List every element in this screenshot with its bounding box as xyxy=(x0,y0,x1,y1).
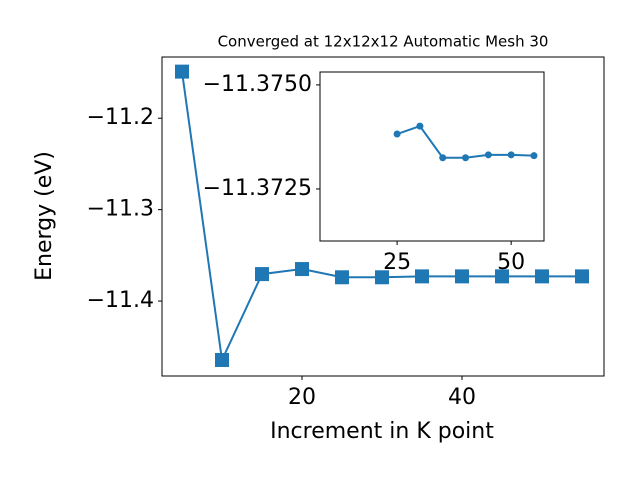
marker xyxy=(393,130,401,138)
marker xyxy=(575,269,589,284)
marker xyxy=(175,64,189,79)
marker xyxy=(215,353,229,368)
marker xyxy=(416,122,424,130)
marker xyxy=(375,270,389,285)
x-tick-label: 50 xyxy=(497,250,525,275)
plot-area xyxy=(319,71,545,242)
marker xyxy=(335,270,349,285)
plot-content xyxy=(393,122,538,162)
y-tick-label: −11.4 xyxy=(87,288,154,313)
marker xyxy=(255,267,269,282)
y-axis-label: Energy (eV) xyxy=(32,151,57,281)
marker xyxy=(439,154,447,162)
x-axis-label: Increment in K point xyxy=(270,419,494,444)
y-tick-label: −11.3 xyxy=(87,197,154,222)
marker xyxy=(530,152,538,160)
marker xyxy=(535,269,549,284)
x-tick-label: 40 xyxy=(448,385,476,410)
marker xyxy=(507,151,515,159)
marker xyxy=(415,269,429,284)
marker xyxy=(455,269,469,284)
marker xyxy=(295,262,309,277)
chart-title: Converged at 12x12x12 Automatic Mesh 30 xyxy=(218,33,549,51)
x-tick-label: 25 xyxy=(383,250,411,275)
y-tick-label: −11.3725 xyxy=(203,176,312,201)
marker xyxy=(462,154,470,162)
plot-content xyxy=(175,64,589,368)
marker xyxy=(484,151,492,159)
x-tick-label: 20 xyxy=(288,385,316,410)
y-tick-label: −11.2 xyxy=(87,105,154,130)
y-tick-label: −11.3750 xyxy=(203,72,312,97)
marker xyxy=(495,269,509,284)
